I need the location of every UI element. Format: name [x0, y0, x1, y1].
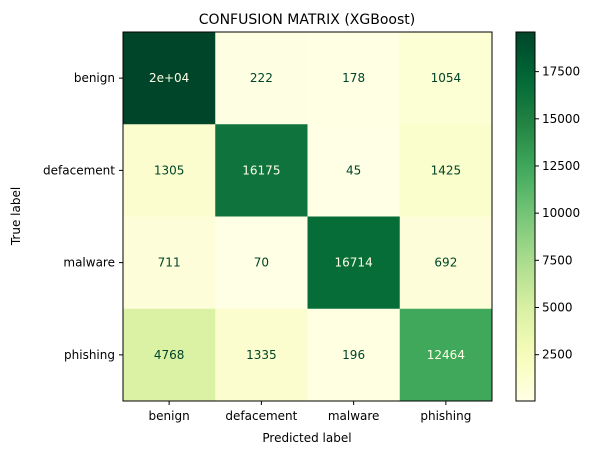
heatmap-cell: [215, 32, 308, 125]
colorbar-tick-label: 2500: [542, 348, 573, 362]
heatmap-cell: [123, 216, 216, 310]
y-tick-label: defacement: [43, 163, 115, 177]
colorbar-tick-label: 7500: [542, 253, 573, 267]
heatmap-cell: [399, 32, 493, 125]
heatmap-cell: [307, 216, 401, 310]
heatmap-cell: [215, 124, 308, 217]
cell-value-label: 2e+04: [149, 71, 189, 85]
heatmap-cell: [307, 32, 401, 125]
colorbar-tick-label: 12500: [542, 159, 580, 173]
heatmap-cell: [399, 308, 493, 402]
cell-value-label: 196: [342, 348, 365, 362]
y-axis-ticks: benign defacement malware phishing: [43, 71, 123, 362]
heatmap-cell: [123, 32, 216, 125]
x-tick-label: phishing: [420, 409, 471, 423]
cell-value-label: 4768: [154, 348, 185, 362]
cell-value-label: 16714: [335, 256, 373, 270]
colorbar-tick-label: 10000: [542, 206, 580, 220]
cell-value-label: 12464: [427, 348, 465, 362]
heatmap-cell: [215, 216, 308, 310]
x-tick-label: malware: [328, 409, 380, 423]
x-axis-label: Predicted label: [262, 431, 351, 445]
x-tick-label: defacement: [225, 409, 297, 423]
heatmap-cell-labels: 2e+04 222 178 1054 1305 16175 45 1425 711 70 16714…: [149, 71, 465, 362]
x-tick-label: benign: [149, 409, 190, 423]
colorbar-ticks: 2500 5000 7500 10000 12500 15000 17500: [535, 65, 580, 362]
cell-value-label: 178: [342, 71, 365, 85]
colorbar-tick-label: 15000: [542, 112, 580, 126]
plot-frame: [122, 31, 493, 402]
cell-value-label: 1335: [246, 348, 277, 362]
x-axis-ticks: benign defacement malware phishing: [149, 401, 471, 423]
y-tick-label: benign: [74, 71, 115, 85]
chart-title: CONFUSION MATRIX (XGBoost): [199, 12, 415, 28]
heatmap-cell: [123, 124, 216, 217]
colorbar: [515, 31, 536, 402]
heatmap-cells: [123, 32, 493, 402]
y-axis-label: True label: [9, 187, 23, 246]
cell-value-label: 1425: [431, 163, 462, 177]
y-tick-label: phishing: [64, 348, 115, 362]
colorbar-tick-label: 5000: [542, 300, 573, 314]
cell-value-label: 1054: [431, 71, 462, 85]
cell-value-label: 45: [346, 163, 361, 177]
cell-value-label: 711: [158, 256, 181, 270]
cell-value-label: 70: [254, 256, 269, 270]
colorbar-tick-label: 17500: [542, 65, 580, 79]
cell-value-label: 222: [250, 71, 273, 85]
heatmap-cell: [215, 308, 308, 402]
cell-value-label: 16175: [242, 163, 280, 177]
heatmap-cell: [307, 308, 401, 402]
heatmap-cell: [399, 216, 493, 310]
heatmap-cell: [123, 308, 216, 402]
cell-value-label: 1305: [154, 163, 185, 177]
heatmap-cell: [307, 124, 401, 217]
cell-value-label: 692: [434, 256, 457, 270]
y-tick-label: malware: [63, 256, 115, 270]
heatmap-cell: [399, 124, 493, 217]
